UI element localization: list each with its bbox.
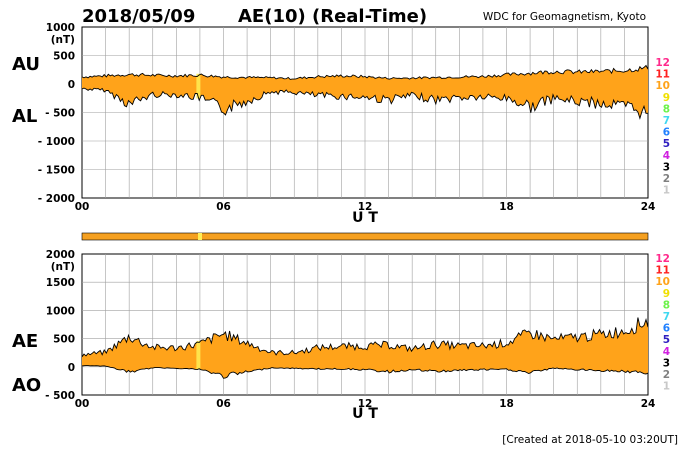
station-legend-item: 12 bbox=[655, 253, 670, 265]
station-legend-item: 12 bbox=[655, 57, 670, 69]
al-label: AL bbox=[12, 106, 37, 127]
y-tick-label: 2000 bbox=[46, 249, 75, 261]
station-legend-item: 9 bbox=[663, 288, 670, 300]
station-legend-item: 7 bbox=[663, 115, 670, 127]
station-legend-item: 8 bbox=[663, 299, 670, 311]
y-tick-label: 1000 bbox=[46, 305, 75, 317]
station-legend-item: 5 bbox=[663, 334, 670, 346]
series-line-ae bbox=[81, 317, 649, 358]
x-tick-label: 06 bbox=[216, 398, 231, 410]
x-axis-label: U T bbox=[352, 406, 378, 422]
station-legend-item: 3 bbox=[663, 357, 670, 369]
station-legend-item: 4 bbox=[663, 346, 670, 358]
station-legend-item: 10 bbox=[655, 276, 670, 288]
station-legend-item: 1 bbox=[663, 185, 670, 197]
ao-label: AO bbox=[12, 375, 41, 396]
x-tick-label: 24 bbox=[641, 398, 656, 410]
station-legend-item: 11 bbox=[655, 265, 670, 277]
station-legend-item: 2 bbox=[663, 173, 670, 185]
series-line-au bbox=[81, 64, 649, 80]
x-tick-label: 24 bbox=[641, 201, 656, 213]
station-legend-item: 9 bbox=[663, 92, 670, 104]
station-legend-item: 6 bbox=[663, 127, 670, 139]
y-tick-label: 0 bbox=[68, 362, 75, 374]
station-legend-item: 11 bbox=[655, 69, 670, 81]
station-legend-item: 10 bbox=[655, 80, 670, 92]
y-tick-label: - 1500 bbox=[38, 165, 75, 177]
main-title: AE(10) (Real-Time) bbox=[238, 6, 427, 27]
au-label: AU bbox=[12, 54, 40, 75]
station-legend-item: 8 bbox=[663, 103, 670, 115]
station-legend-item: 5 bbox=[663, 138, 670, 150]
station-legend-item: 4 bbox=[663, 150, 670, 162]
y-tick-label: - 500 bbox=[45, 390, 75, 402]
x-axis-label: U T bbox=[352, 210, 378, 226]
x-tick-label: 18 bbox=[499, 398, 514, 410]
station-legend-item: 7 bbox=[663, 311, 670, 323]
y-tick-label: 1500 bbox=[46, 277, 75, 289]
y-tick-label: 0 bbox=[68, 79, 75, 91]
x-tick-label: 06 bbox=[216, 201, 231, 213]
ae-label: AE bbox=[12, 331, 38, 352]
x-tick-label: 12 bbox=[358, 201, 373, 213]
source-label: WDC for Geomagnetism, Kyoto bbox=[483, 11, 646, 23]
envelope-area bbox=[82, 65, 648, 119]
station-legend-item: 3 bbox=[663, 161, 670, 173]
y-tick-label: 500 bbox=[53, 334, 75, 346]
envelope-area bbox=[82, 317, 648, 379]
y-tick-label: 1000 bbox=[46, 22, 75, 34]
x-tick-label: 00 bbox=[75, 201, 90, 213]
unit-label: (nT) bbox=[51, 34, 75, 46]
date-title: 2018/05/09 bbox=[82, 6, 195, 27]
highlight-streak bbox=[196, 73, 201, 99]
x-tick-label: 00 bbox=[75, 398, 90, 410]
unit-label: (nT) bbox=[51, 261, 75, 273]
station-activity-bar bbox=[81, 232, 649, 241]
x-tick-label: 12 bbox=[358, 398, 373, 410]
x-tick-label: 18 bbox=[499, 201, 514, 213]
y-tick-label: - 2000 bbox=[38, 193, 75, 205]
y-tick-label: 500 bbox=[53, 51, 75, 63]
series-line-al bbox=[81, 87, 649, 120]
station-legend-item: 6 bbox=[663, 323, 670, 335]
created-timestamp: [Created at 2018-05-10 03:20UT] bbox=[502, 434, 678, 446]
y-tick-label: - 500 bbox=[45, 108, 75, 120]
station-legend-item: 2 bbox=[663, 369, 670, 381]
station-legend-item: 1 bbox=[663, 381, 670, 393]
station-activity-highlight bbox=[198, 233, 202, 240]
au-al-panel: AU AL (nT) U T 1000 500 0 - 500 - 1000 - 1500… bbox=[12, 22, 655, 226]
y-tick-label: - 1000 bbox=[38, 136, 75, 148]
series-line-ao bbox=[81, 365, 649, 379]
highlight-streak bbox=[196, 340, 201, 370]
